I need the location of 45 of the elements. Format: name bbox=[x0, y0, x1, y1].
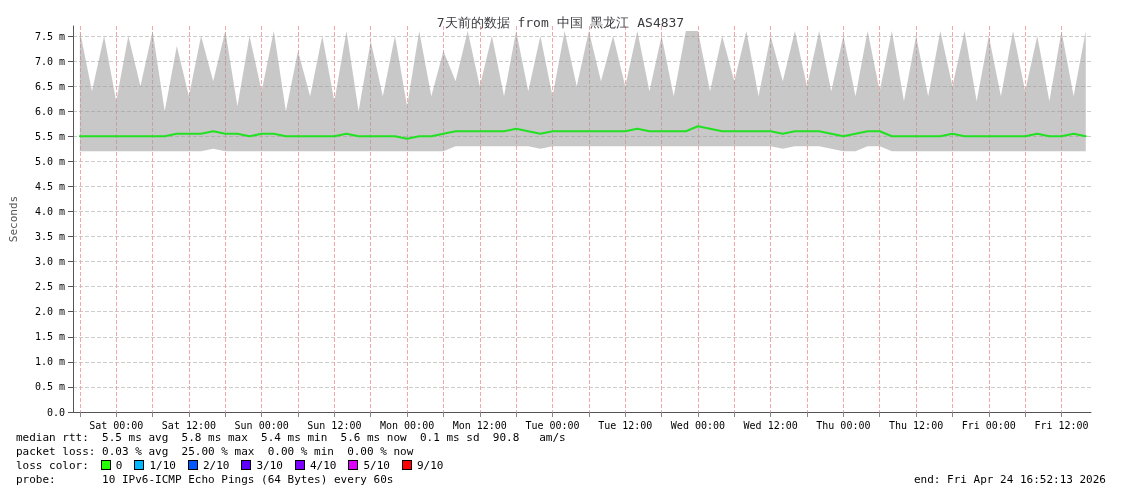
text: packet loss: 0.03 % avg 25.00 % max 0.00 % min 0.00 % now bbox=[16, 445, 414, 458]
y-tick-label: 3.5 m bbox=[34, 231, 65, 243]
text: 3/10 bbox=[256, 459, 283, 472]
x-tick-label: Mon 00:00 bbox=[379, 419, 435, 431]
x-tick-label: Mon 12:00 bbox=[452, 419, 507, 431]
y-tick-label: 6.5 m bbox=[34, 80, 65, 92]
y-tick-label: 0.0 bbox=[46, 406, 65, 418]
text: 1/10 bbox=[149, 459, 176, 472]
x-tick-label: Sun 00:00 bbox=[234, 419, 289, 431]
line-series bbox=[78, 125, 1087, 140]
x-tick-label: Wed 00:00 bbox=[670, 419, 726, 431]
x-tick-label: Tue 12:00 bbox=[598, 419, 653, 431]
x-tick-label: Fri 12:00 bbox=[1034, 419, 1089, 431]
y-tick-label: 2.0 m bbox=[34, 306, 65, 318]
text: 9/10 bbox=[416, 459, 444, 472]
y-tick-label: 6.0 m bbox=[34, 105, 65, 117]
y-tick-label: 3.0 m bbox=[34, 256, 65, 268]
text: 2/10 bbox=[202, 459, 230, 472]
text: 0 bbox=[115, 459, 123, 472]
x-tick-label: Tue 00:00 bbox=[525, 419, 580, 431]
y-tick-label: 1.0 m bbox=[34, 356, 65, 368]
x-tick-label: Sat 00:00 bbox=[89, 419, 144, 431]
text: 4/10 bbox=[309, 459, 337, 472]
text: 5/10 bbox=[363, 459, 390, 472]
y-tick-label: 1.5 m bbox=[34, 331, 65, 343]
y-axis-title: Seconds bbox=[7, 195, 20, 243]
x-tick-label: Thu 12:00 bbox=[888, 419, 944, 431]
x-tick-label: Sat 12:00 bbox=[161, 419, 217, 431]
y-tick-label: 7.5 m bbox=[34, 30, 65, 42]
y-tick-label: 4.0 m bbox=[34, 205, 65, 217]
text: loss color: bbox=[16, 459, 89, 472]
text: end: Fri Apr 24 16:52:13 2026 bbox=[913, 473, 1106, 487]
y-tick-label: 7.0 m bbox=[34, 55, 65, 67]
y-tick-label: 5.0 m bbox=[34, 155, 65, 167]
x-tick-label: Fri 00:00 bbox=[961, 419, 1016, 431]
x-tick-label: Sun 12:00 bbox=[307, 419, 362, 431]
text: probe: 10 IPv6-ICMP Echo Pings (64 Bytes) every 60s bbox=[16, 473, 394, 486]
y-tick-label: 5.5 m bbox=[34, 130, 65, 142]
y-tick-label: 2.5 m bbox=[34, 281, 65, 293]
chart-title: 7天前的数据 from 中国 黑龙江 AS4837 bbox=[436, 15, 685, 30]
y-tick-label: 4.5 m bbox=[34, 180, 65, 192]
y-tick-label: 0.5 m bbox=[34, 381, 65, 393]
text: median rtt: 5.5 ms avg 5.8 ms max 5.4 ms min 5.6 ms now 0.1 ms sd 90.8 am/s bbox=[16, 431, 566, 444]
x-tick-label: Wed 12:00 bbox=[743, 419, 798, 431]
x-tick-label: Thu 00:00 bbox=[816, 419, 871, 431]
